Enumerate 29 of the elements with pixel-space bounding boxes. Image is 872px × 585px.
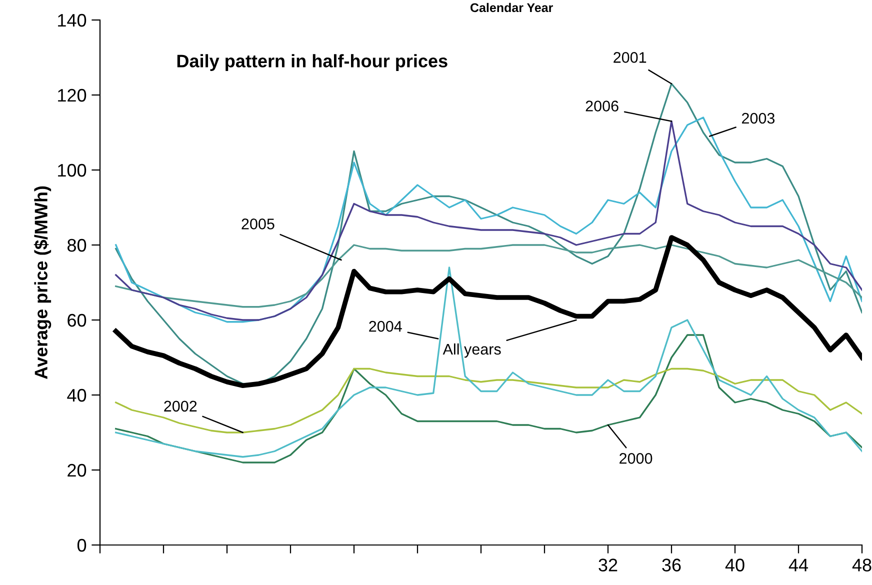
y-tick-label: 100 xyxy=(58,164,86,177)
annotation: 2004 xyxy=(369,320,402,332)
x-tick-label: 48 xyxy=(852,558,872,572)
annotation: 2001 xyxy=(614,52,646,63)
x-tick-label: 44 xyxy=(788,558,808,572)
annotation: 2003 xyxy=(742,112,775,124)
y-tick-label: 60 xyxy=(68,314,86,327)
y-tick-label: 120 xyxy=(58,88,86,102)
x-tick-label: 40 xyxy=(725,558,744,572)
y-tick-label: 40 xyxy=(67,388,86,402)
annotation: 2000 xyxy=(620,453,652,464)
y-tick-label: 140 xyxy=(58,14,86,27)
annotation: All years xyxy=(442,343,501,358)
y-tick-label: 20 xyxy=(68,464,86,477)
y-tick-label: 0 xyxy=(77,538,86,552)
y-axis-title: Average price ($/MWh) xyxy=(34,186,52,380)
annotation: 2002 xyxy=(164,400,197,412)
text: Calendar Year xyxy=(470,2,553,12)
text: Daily pattern in half-hour prices xyxy=(177,54,448,71)
annotation: 2006 xyxy=(586,100,618,112)
annotation: 2005 xyxy=(242,218,274,230)
x-tick-label: 36 xyxy=(662,558,681,572)
line-series xyxy=(115,244,862,308)
line-series xyxy=(115,368,862,434)
line-series xyxy=(115,334,862,464)
line-series xyxy=(115,82,862,385)
y-tick-label: 80 xyxy=(68,238,86,252)
line-series xyxy=(113,235,862,388)
x-tick-label: 32 xyxy=(598,558,618,572)
